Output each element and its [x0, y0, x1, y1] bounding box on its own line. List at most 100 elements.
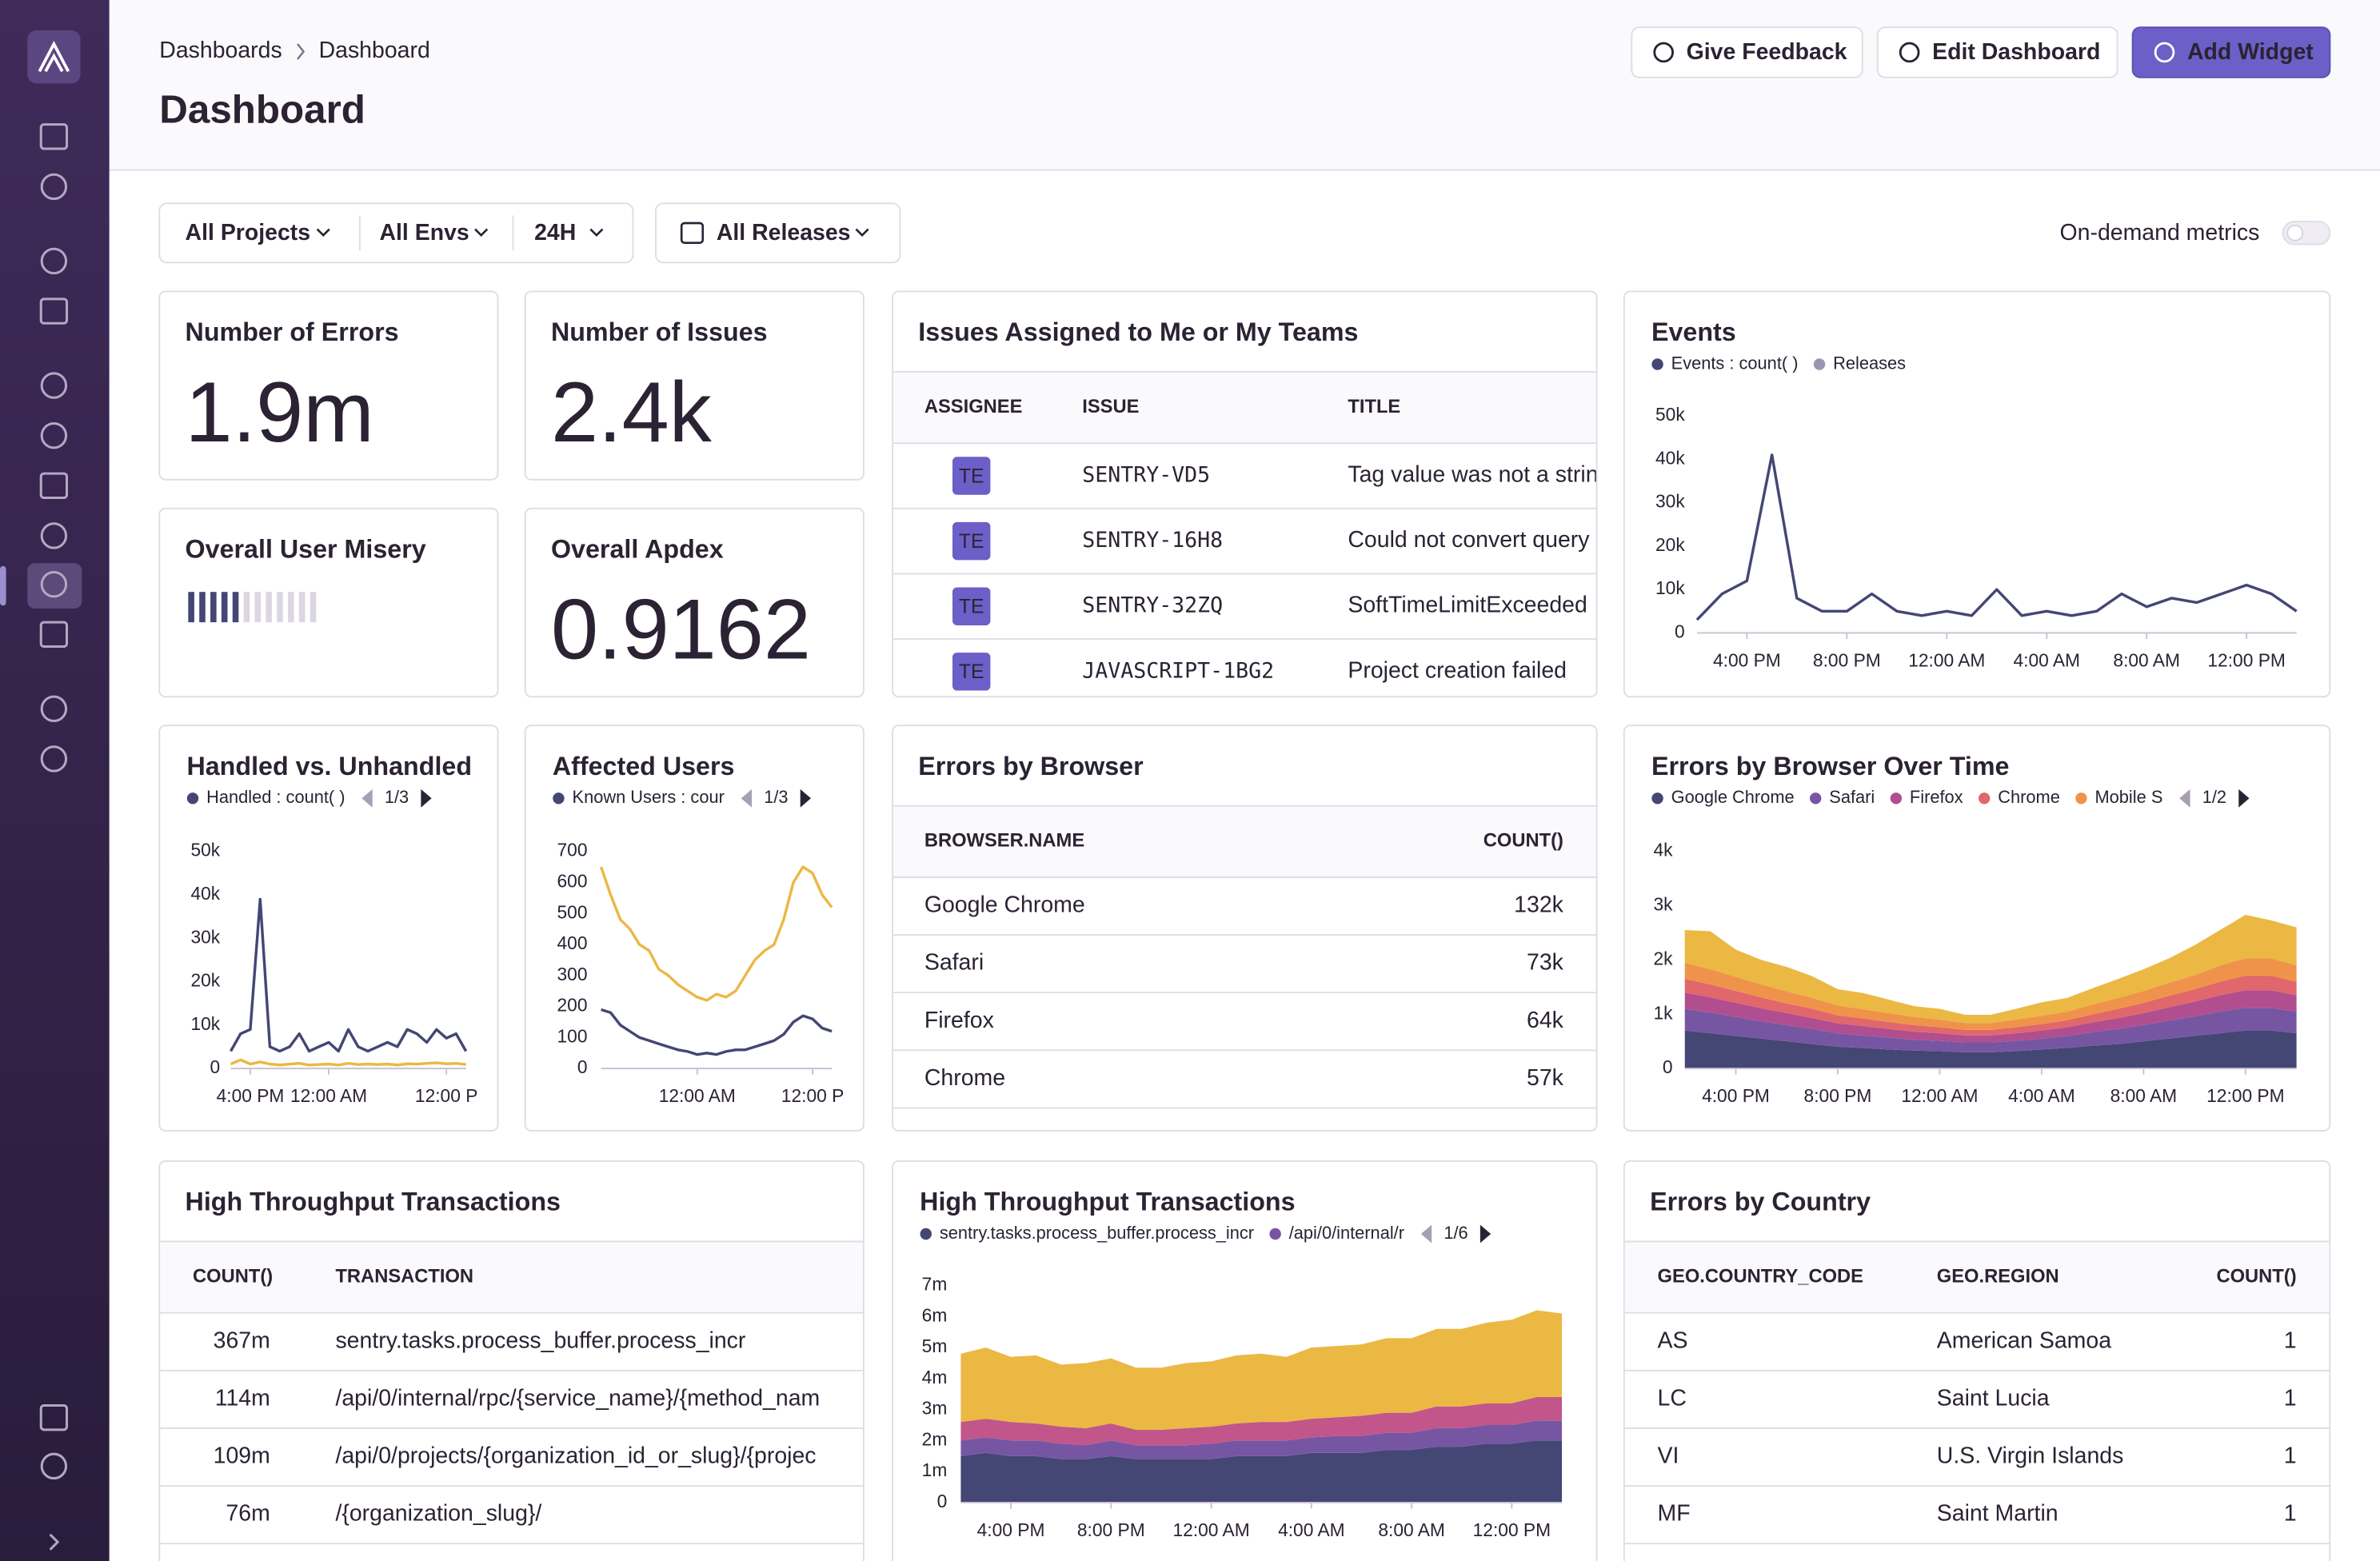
legend-label[interactable]: sentry.tasks.process_buffer.process_incr: [940, 1223, 1254, 1243]
nav-icon[interactable]: [40, 522, 68, 549]
legend-dot: [920, 1228, 932, 1240]
x-tick-label: 12:00 PM: [2207, 650, 2285, 671]
pager-next[interactable]: [800, 788, 812, 808]
filter-label[interactable]: All Projects: [186, 220, 311, 246]
x-tick-label: 4:00 AM: [2013, 650, 2080, 671]
widget: Errors by Browser BROWSER.NAME COUNT() Goog…: [892, 752, 1596, 1109]
x-tick-label: 12:00 AM: [1172, 1519, 1249, 1540]
table-link[interactable]: /{organization_slug}/: [335, 1501, 541, 1527]
nav-icon[interactable]: [40, 173, 68, 201]
table-link[interactable]: SENTRY-VD5: [1082, 462, 1210, 487]
column-header: COUNT(): [1484, 831, 1563, 852]
button-label[interactable]: Give Feedback: [1687, 39, 1847, 65]
button-icon: [2154, 42, 2175, 63]
series-area: [1684, 1008, 2297, 1052]
nav-icon[interactable]: [39, 123, 69, 150]
table-cell: Chrome: [924, 1065, 1005, 1091]
table-cell: Saint Lucia: [1937, 1385, 2050, 1411]
pager-prev[interactable]: [1420, 1224, 1432, 1244]
nav-icon[interactable]: [40, 372, 68, 399]
widget-card: [1623, 290, 2331, 698]
nav-icon[interactable]: [39, 472, 69, 500]
y-tick-label: 0: [1663, 1056, 1673, 1077]
collapse-icon[interactable]: [49, 1533, 60, 1551]
nav-icon[interactable]: [39, 297, 69, 325]
column-header: GEO.COUNTRY_CODE: [1658, 1266, 1863, 1287]
column-header: GEO.REGION: [1937, 1266, 2059, 1287]
widget-card: [524, 725, 865, 1132]
pager-next[interactable]: [2238, 788, 2250, 808]
button[interactable]: [2131, 26, 2331, 78]
legend-label[interactable]: Known Users : cour: [573, 787, 725, 807]
nav-icon[interactable]: [40, 745, 68, 773]
widget: Number of Issues 2.4k: [551, 317, 768, 460]
series-area: [1684, 958, 2297, 1030]
pager-prev[interactable]: [741, 788, 753, 808]
widget-card: [524, 507, 865, 698]
table-link[interactable]: SENTRY-32ZQ: [1082, 593, 1223, 618]
legend-label[interactable]: Releases: [1833, 353, 1906, 373]
nav-icon[interactable]: [40, 695, 68, 723]
y-tick-label: 600: [557, 871, 588, 892]
breadcrumb[interactable]: Dashboards: [159, 38, 282, 63]
y-tick-label: 3m: [922, 1398, 948, 1419]
y-tick-label: 5m: [922, 1335, 948, 1356]
pager-next[interactable]: [1480, 1224, 1491, 1244]
widget: Issues Assigned to Me or My Teams ASSIGNE…: [892, 317, 1596, 691]
y-tick-label: 10k: [1655, 577, 1685, 598]
nav-icon[interactable]: [40, 1452, 68, 1480]
legend-label[interactable]: Firefox: [1910, 787, 1963, 807]
filter-label[interactable]: 24H: [534, 220, 576, 246]
table-link[interactable]: sentry.tasks.process_buffer.process_incr: [335, 1327, 745, 1353]
nav-icon[interactable]: [40, 421, 68, 449]
release-icon: [680, 222, 705, 244]
x-tick-label: 4:00 AM: [2008, 1085, 2075, 1106]
y-tick-label: 6m: [922, 1304, 948, 1325]
legend-dot: [1809, 792, 1822, 804]
y-tick-label: 500: [557, 901, 588, 922]
button-label[interactable]: Edit Dashboard: [1932, 39, 2100, 65]
widget: Number of Errors 1.9m: [186, 317, 399, 460]
series-area: [1684, 976, 2297, 1036]
nav-icon[interactable]: [40, 570, 68, 598]
nav-icon[interactable]: [39, 1403, 69, 1431]
avatar: [952, 587, 991, 625]
legend-label[interactable]: Handled : count( ): [206, 787, 345, 807]
pager-prev[interactable]: [361, 788, 373, 808]
widget-title: Number of Issues: [551, 317, 768, 346]
table-link[interactable]: JAVASCRIPT-1BG2: [1082, 658, 1274, 683]
widget-title: High Throughput Transactions: [920, 1188, 1295, 1216]
filter[interactable]: [654, 202, 901, 264]
nav-icon[interactable]: [39, 621, 69, 649]
legend-label[interactable]: Safari: [1829, 787, 1875, 807]
x-tick-label: 4:00 PM: [217, 1085, 285, 1106]
y-tick-label: 0: [210, 1056, 221, 1077]
button[interactable]: [1631, 26, 1863, 78]
y-tick-label: 700: [557, 840, 588, 860]
filter-label[interactable]: All Releases: [717, 220, 851, 246]
table-link[interactable]: /api/0/projects/{organization_id_or_slug…: [335, 1443, 816, 1469]
table-cell: Google Chrome: [924, 892, 1085, 918]
pager-next[interactable]: [421, 788, 432, 808]
legend-label[interactable]: Chrome: [1998, 787, 2060, 807]
pager-prev[interactable]: [2179, 788, 2190, 808]
filter-label[interactable]: All Envs: [379, 220, 469, 246]
sidebar: [0, 0, 110, 1561]
y-tick-label: 30k: [190, 926, 220, 947]
legend-dot: [1651, 358, 1663, 370]
y-tick-label: 1m: [922, 1459, 948, 1480]
legend-label[interactable]: Google Chrome: [1671, 787, 1795, 807]
widget-card: [158, 507, 499, 698]
legend-label[interactable]: Events : count( ): [1671, 353, 1799, 373]
x-tick-label: 4:00 PM: [977, 1519, 1045, 1540]
button-label[interactable]: Add Widget: [2187, 39, 2314, 65]
button[interactable]: [1876, 26, 2118, 78]
nav-icon[interactable]: [40, 247, 68, 275]
legend-label[interactable]: /api/0/internal/r: [1289, 1223, 1404, 1243]
misery-segment: [298, 592, 305, 623]
legend-label[interactable]: Mobile S: [2095, 787, 2163, 807]
table-link[interactable]: SENTRY-16H8: [1082, 528, 1223, 553]
y-tick-label: 40k: [1655, 447, 1685, 468]
table-link[interactable]: /api/0/internal/rpc/{service_name}/{meth…: [335, 1385, 820, 1411]
